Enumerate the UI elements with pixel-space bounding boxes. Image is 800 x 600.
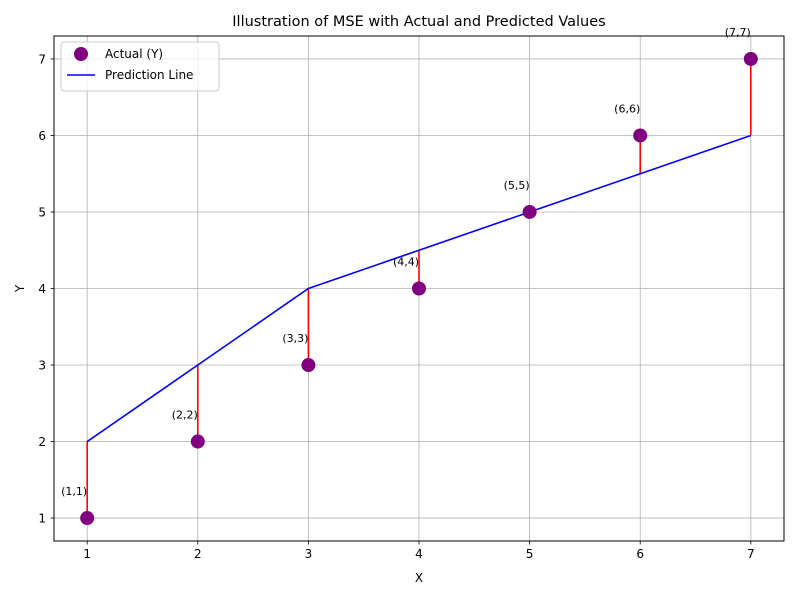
ticks: 1 2 3 4 5 6 7 1 2 3 4 5 6 7 — [38, 52, 754, 561]
legend-label-prediction: Prediction Line — [105, 68, 193, 82]
x-tick-label: 2 — [194, 547, 202, 561]
prediction-line-layer — [86, 134, 752, 443]
legend-label-actual: Actual (Y) — [105, 47, 163, 61]
x-tick-label: 3 — [305, 547, 313, 561]
point-annotation: (2,2) — [172, 409, 198, 422]
actual-point — [412, 281, 426, 296]
x-tick-label: 6 — [636, 547, 644, 561]
legend: Actual (Y) Prediction Line — [60, 41, 220, 92]
point-annotation: (1,1) — [61, 485, 87, 498]
y-tick-label: 1 — [38, 512, 46, 526]
x-tick-label: 1 — [83, 547, 91, 561]
point-annotation: (6,6) — [614, 102, 640, 115]
legend-box — [60, 41, 220, 92]
actual-point — [80, 511, 95, 526]
x-tick-label: 4 — [415, 547, 423, 561]
actual-points — [80, 51, 758, 526]
actual-point — [190, 434, 205, 449]
x-axis-label: X — [415, 571, 423, 585]
point-annotation: (3,3) — [282, 332, 308, 345]
y-axis-label: Y — [13, 284, 27, 293]
y-tick-label: 5 — [38, 205, 46, 219]
actual-point — [301, 358, 316, 373]
y-tick-label: 2 — [38, 435, 46, 449]
prediction-line — [86, 134, 752, 443]
point-annotation: (7,7) — [725, 26, 751, 39]
y-tick-label: 6 — [38, 129, 46, 143]
x-tick-label: 5 — [526, 547, 534, 561]
y-tick-label: 4 — [38, 282, 46, 296]
y-tick-label: 7 — [38, 52, 46, 66]
legend-marker-actual — [74, 47, 88, 61]
y-tick-label: 3 — [38, 359, 46, 373]
point-annotation: (5,5) — [504, 179, 530, 192]
actual-point — [743, 51, 758, 66]
x-tick-label: 7 — [747, 547, 755, 561]
actual-point — [633, 128, 648, 143]
point-annotation: (4,4) — [393, 256, 419, 269]
chart-title: Illustration of MSE with Actual and Pred… — [232, 14, 605, 30]
actual-point — [522, 204, 537, 219]
